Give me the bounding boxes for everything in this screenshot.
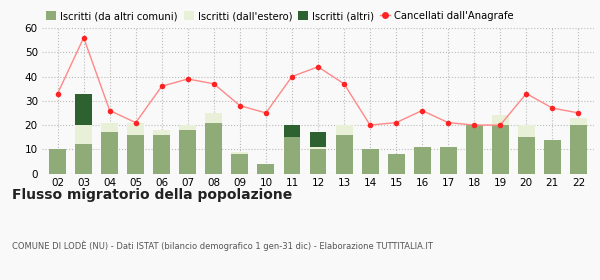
Bar: [127, 123, 144, 135]
Text: Flusso migratorio della popolazione: Flusso migratorio della popolazione: [12, 188, 292, 202]
Bar: [75, 144, 92, 174]
Bar: [440, 147, 457, 174]
Bar: [310, 149, 326, 174]
Bar: [101, 132, 118, 174]
Bar: [362, 149, 379, 174]
Bar: [335, 135, 353, 174]
Bar: [232, 154, 248, 174]
Bar: [518, 137, 535, 174]
Bar: [310, 147, 326, 149]
Text: COMUNE DI LODÈ (NU) - Dati ISTAT (bilancio demografico 1 gen-31 dic) - Elaborazi: COMUNE DI LODÈ (NU) - Dati ISTAT (bilanc…: [12, 241, 433, 251]
Bar: [127, 135, 144, 174]
Bar: [101, 123, 118, 132]
Bar: [570, 125, 587, 174]
Bar: [570, 118, 587, 125]
Bar: [154, 135, 170, 174]
Bar: [75, 125, 92, 144]
Bar: [205, 113, 223, 123]
Bar: [49, 149, 66, 174]
Bar: [75, 94, 92, 125]
Bar: [492, 125, 509, 174]
Bar: [413, 147, 431, 174]
Bar: [335, 125, 353, 135]
Bar: [154, 130, 170, 135]
Bar: [518, 125, 535, 137]
Bar: [179, 130, 196, 174]
Bar: [179, 125, 196, 130]
Bar: [492, 115, 509, 125]
Bar: [284, 125, 301, 137]
Bar: [544, 140, 561, 174]
Bar: [257, 164, 274, 174]
Bar: [310, 132, 326, 147]
Bar: [205, 123, 223, 174]
Bar: [284, 137, 301, 174]
Bar: [466, 125, 482, 174]
Bar: [388, 154, 404, 174]
Legend: Iscritti (da altri comuni), Iscritti (dall'estero), Iscritti (altri), Cancellati: Iscritti (da altri comuni), Iscritti (da…: [42, 7, 518, 25]
Bar: [232, 152, 248, 154]
